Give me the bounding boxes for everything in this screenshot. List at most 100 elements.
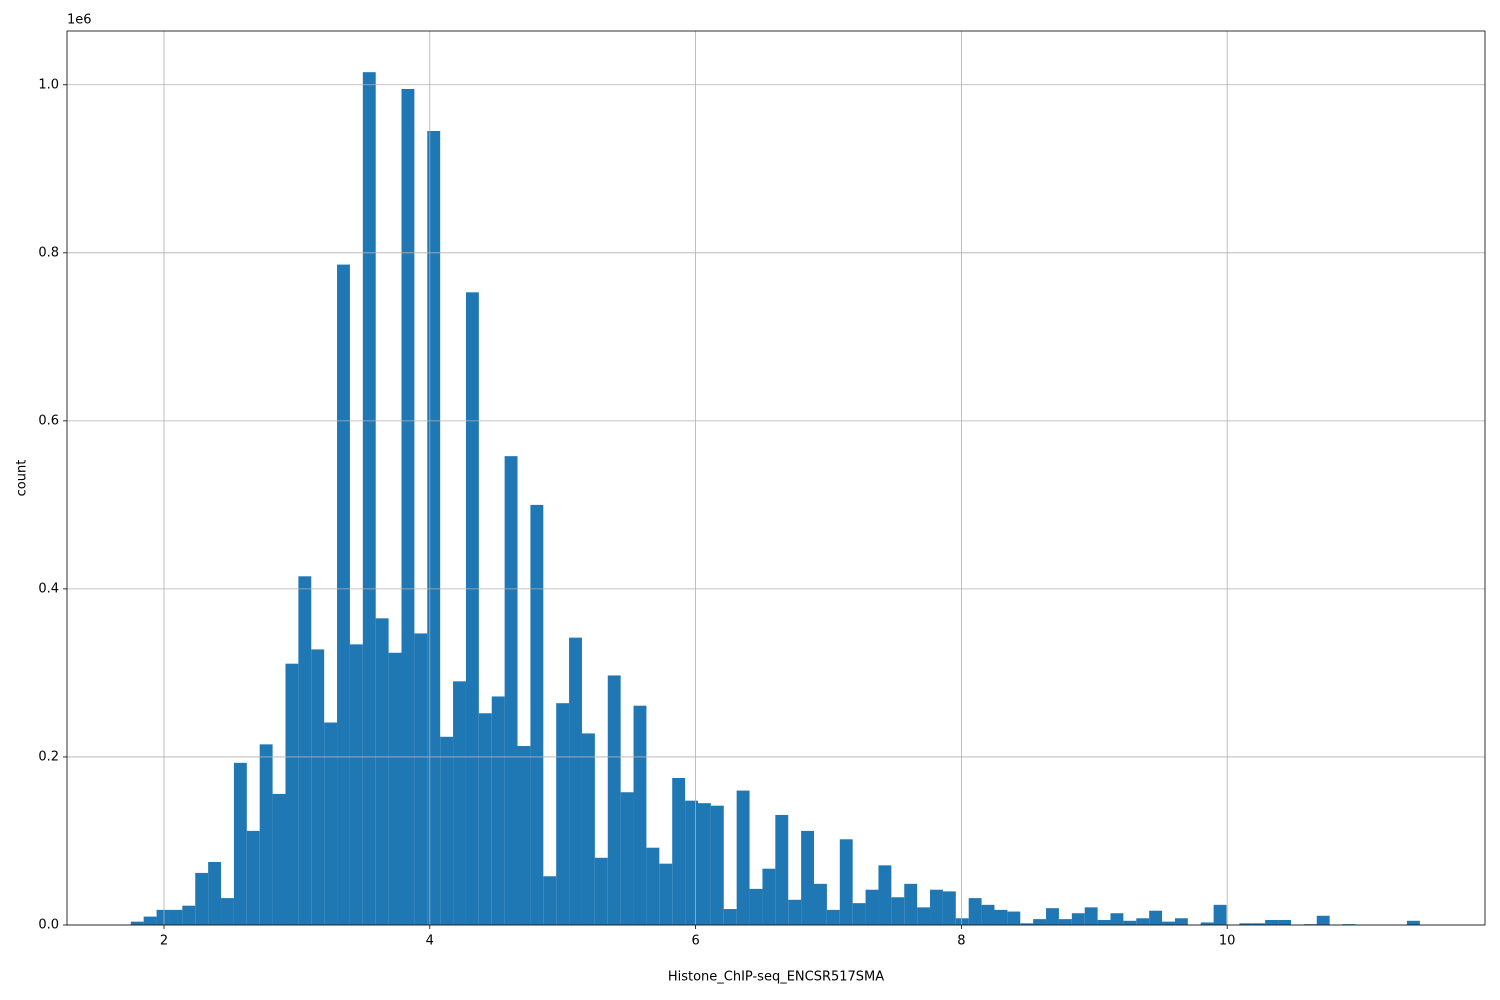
bar	[156, 909, 170, 925]
bar	[1071, 913, 1085, 925]
bar	[285, 663, 299, 925]
bar	[233, 762, 247, 925]
bar	[1252, 923, 1266, 925]
y-axis-label: count	[15, 460, 30, 497]
bar	[491, 696, 505, 925]
bar	[1058, 919, 1072, 925]
bar	[143, 916, 157, 925]
bar	[1046, 908, 1059, 925]
bar	[594, 857, 608, 925]
bar	[581, 733, 595, 925]
bar	[788, 899, 802, 925]
bar	[878, 865, 892, 925]
bar	[1033, 919, 1047, 925]
bar	[994, 909, 1008, 925]
x-axis-label: Histone_ChIP-seq_ENCSR517SMA	[668, 970, 884, 985]
y-tick-label: 0.2	[38, 749, 59, 764]
x-tick-label: 10	[1219, 934, 1236, 949]
bar	[569, 637, 582, 925]
bar	[427, 130, 441, 926]
bar	[1213, 904, 1227, 925]
bar	[620, 792, 634, 925]
bar	[465, 292, 479, 925]
bar	[685, 800, 698, 925]
bar	[130, 921, 144, 925]
bar	[1149, 910, 1163, 925]
bar	[930, 889, 943, 925]
bar	[762, 868, 776, 925]
bar	[839, 839, 853, 925]
bar	[672, 777, 686, 925]
bar	[607, 675, 621, 925]
bar	[814, 883, 827, 925]
bar	[517, 746, 531, 925]
bar	[1162, 921, 1175, 925]
bar	[337, 264, 350, 925]
bar	[1265, 919, 1279, 925]
bar	[324, 722, 338, 925]
bar	[440, 736, 454, 925]
bar	[1084, 907, 1098, 925]
bar	[259, 744, 273, 925]
bar	[504, 456, 518, 925]
bar	[942, 891, 956, 925]
bar	[1136, 918, 1150, 925]
bar	[414, 633, 428, 925]
bar	[221, 898, 234, 925]
bar	[1007, 911, 1021, 925]
bar	[453, 681, 466, 925]
bar	[298, 576, 312, 925]
bar	[1316, 915, 1330, 925]
y-offset-label: 1e6	[67, 13, 92, 28]
x-tick-label: 2	[160, 934, 168, 949]
bar	[697, 803, 711, 925]
bar	[1110, 913, 1124, 925]
bar	[556, 703, 570, 925]
bar	[646, 847, 660, 925]
bar	[659, 863, 673, 925]
x-tick-label: 8	[957, 934, 965, 949]
bar	[1303, 924, 1317, 925]
bar	[736, 790, 750, 925]
x-tick-label: 6	[691, 934, 699, 949]
y-tick-label: 0.4	[38, 581, 59, 596]
plot-frame	[66, 30, 1486, 926]
bar	[633, 705, 647, 925]
bar	[749, 888, 763, 925]
bar	[1020, 923, 1034, 925]
bar	[272, 793, 286, 925]
bar	[710, 805, 724, 925]
bar	[246, 830, 260, 925]
bar	[362, 72, 376, 926]
bar	[530, 504, 544, 925]
bar	[543, 876, 557, 925]
bar	[375, 618, 389, 925]
bar	[1342, 924, 1356, 925]
bar	[169, 909, 183, 925]
bar	[311, 649, 325, 925]
bar	[1123, 920, 1137, 925]
bar	[1097, 919, 1111, 925]
bar	[891, 897, 905, 925]
bar	[1278, 919, 1291, 925]
bar	[1406, 920, 1420, 925]
bar	[208, 861, 222, 925]
bar	[904, 883, 918, 925]
bar	[1200, 922, 1214, 925]
bar	[349, 644, 363, 925]
bar	[1239, 923, 1253, 925]
y-tick-label: 0.0	[38, 918, 59, 933]
bar	[917, 907, 931, 925]
bar	[478, 713, 492, 925]
bar	[865, 889, 879, 925]
bar	[1174, 918, 1188, 925]
bar	[826, 909, 840, 925]
bar	[981, 904, 995, 925]
y-tick-label: 0.8	[38, 245, 59, 260]
bar	[801, 830, 815, 925]
bar	[401, 88, 415, 925]
y-tick-label: 0.6	[38, 413, 59, 428]
bar	[852, 903, 866, 925]
bar	[955, 918, 969, 925]
